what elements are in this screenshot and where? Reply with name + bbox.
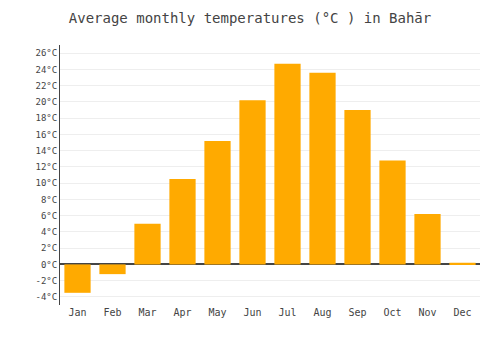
svg-text:18°C: 18°C (36, 113, 58, 123)
svg-text:Feb: Feb (103, 307, 121, 318)
svg-text:Mar: Mar (138, 307, 156, 318)
svg-text:10°C: 10°C (36, 178, 58, 188)
svg-text:Dec: Dec (453, 307, 471, 318)
svg-text:22°C: 22°C (36, 81, 58, 91)
svg-text:May: May (208, 307, 226, 318)
svg-text:4°C: 4°C (41, 227, 57, 237)
svg-text:Jun: Jun (243, 307, 261, 318)
svg-text:24°C: 24°C (36, 65, 58, 75)
svg-text:6°C: 6°C (41, 211, 57, 221)
svg-text:Aug: Aug (313, 307, 331, 318)
svg-text:Jul: Jul (278, 307, 296, 318)
svg-text:Jan: Jan (68, 307, 86, 318)
svg-text:-4°C: -4°C (36, 292, 58, 302)
svg-text:26°C: 26°C (36, 48, 58, 58)
svg-text:-2°C: -2°C (36, 276, 58, 286)
svg-text:Average monthly temperatures (: Average monthly temperatures (°C ) in Ba… (69, 10, 431, 26)
svg-text:Oct: Oct (383, 307, 401, 318)
svg-text:Nov: Nov (418, 307, 436, 318)
svg-text:8°C: 8°C (41, 195, 57, 205)
svg-text:16°C: 16°C (36, 130, 58, 140)
svg-text:0°C: 0°C (41, 260, 57, 270)
svg-text:20°C: 20°C (36, 97, 58, 107)
svg-text:2°C: 2°C (41, 243, 57, 253)
svg-text:Sep: Sep (348, 307, 366, 318)
svg-text:Apr: Apr (173, 307, 191, 318)
svg-text:14°C: 14°C (36, 146, 58, 156)
svg-text:12°C: 12°C (36, 162, 58, 172)
